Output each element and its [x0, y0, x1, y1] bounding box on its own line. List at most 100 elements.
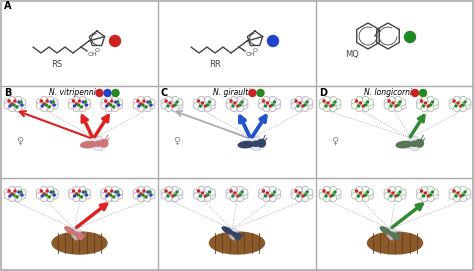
Circle shape — [198, 105, 205, 112]
Circle shape — [299, 102, 301, 104]
Circle shape — [209, 192, 216, 199]
Circle shape — [389, 195, 395, 202]
Ellipse shape — [94, 140, 103, 147]
Circle shape — [9, 195, 15, 202]
Circle shape — [45, 104, 47, 106]
Circle shape — [101, 102, 107, 109]
Ellipse shape — [38, 98, 56, 110]
Circle shape — [174, 104, 176, 106]
Circle shape — [428, 186, 434, 193]
Circle shape — [198, 195, 205, 202]
Circle shape — [14, 190, 16, 192]
Circle shape — [111, 190, 113, 192]
Circle shape — [73, 195, 80, 202]
Circle shape — [363, 195, 369, 202]
Ellipse shape — [292, 98, 311, 110]
Circle shape — [4, 189, 10, 195]
Circle shape — [165, 96, 172, 103]
Circle shape — [421, 186, 428, 193]
Circle shape — [43, 103, 45, 105]
Circle shape — [365, 194, 366, 196]
Circle shape — [449, 99, 456, 105]
Circle shape — [263, 195, 270, 202]
Circle shape — [460, 195, 466, 202]
Circle shape — [143, 100, 145, 102]
Circle shape — [397, 104, 399, 106]
Circle shape — [169, 102, 171, 104]
Circle shape — [264, 105, 266, 107]
Circle shape — [73, 105, 80, 112]
Ellipse shape — [6, 98, 24, 110]
Circle shape — [263, 186, 270, 193]
Circle shape — [335, 102, 341, 109]
Text: C: C — [161, 88, 168, 98]
Circle shape — [198, 96, 205, 103]
Circle shape — [327, 192, 329, 194]
Circle shape — [332, 194, 334, 196]
Ellipse shape — [70, 188, 89, 200]
Ellipse shape — [260, 98, 279, 110]
Ellipse shape — [320, 98, 339, 110]
Circle shape — [460, 186, 466, 193]
Circle shape — [291, 189, 298, 195]
Circle shape — [161, 99, 168, 105]
Ellipse shape — [73, 231, 80, 237]
Circle shape — [258, 192, 265, 199]
Circle shape — [230, 186, 237, 193]
Circle shape — [226, 189, 233, 195]
Circle shape — [47, 105, 54, 112]
Circle shape — [273, 191, 275, 193]
Circle shape — [453, 100, 455, 102]
Circle shape — [81, 106, 82, 108]
Circle shape — [330, 96, 337, 103]
Circle shape — [462, 194, 464, 196]
Circle shape — [79, 190, 81, 192]
Circle shape — [204, 195, 207, 197]
Circle shape — [395, 195, 397, 197]
Circle shape — [78, 194, 80, 196]
Circle shape — [209, 189, 216, 195]
Circle shape — [363, 105, 365, 107]
Circle shape — [19, 189, 26, 195]
Circle shape — [323, 195, 330, 202]
Circle shape — [302, 105, 309, 112]
Ellipse shape — [102, 98, 121, 110]
Circle shape — [169, 192, 171, 194]
Circle shape — [432, 99, 438, 105]
Circle shape — [101, 99, 107, 105]
Circle shape — [47, 195, 54, 202]
Ellipse shape — [73, 229, 82, 233]
Circle shape — [237, 195, 244, 202]
Circle shape — [140, 193, 142, 195]
Circle shape — [117, 101, 119, 103]
Ellipse shape — [252, 140, 261, 147]
Circle shape — [269, 186, 276, 193]
Circle shape — [356, 186, 363, 193]
Circle shape — [274, 189, 281, 195]
Ellipse shape — [237, 141, 255, 149]
Circle shape — [105, 100, 107, 102]
Circle shape — [417, 99, 423, 105]
Circle shape — [230, 195, 237, 202]
Circle shape — [75, 193, 77, 195]
Ellipse shape — [292, 188, 311, 200]
Circle shape — [356, 96, 363, 103]
Circle shape — [19, 102, 26, 109]
Circle shape — [455, 105, 457, 107]
Circle shape — [334, 101, 336, 103]
Circle shape — [80, 96, 86, 103]
Circle shape — [422, 195, 425, 197]
Circle shape — [264, 195, 266, 197]
Circle shape — [356, 100, 357, 102]
Circle shape — [352, 99, 358, 105]
Circle shape — [15, 186, 21, 193]
Circle shape — [47, 186, 54, 193]
Circle shape — [53, 194, 55, 196]
Circle shape — [400, 99, 406, 105]
Circle shape — [334, 191, 336, 193]
Circle shape — [295, 105, 302, 112]
Circle shape — [367, 192, 374, 199]
Circle shape — [302, 186, 309, 193]
Ellipse shape — [92, 146, 103, 151]
Text: D: D — [319, 88, 327, 98]
